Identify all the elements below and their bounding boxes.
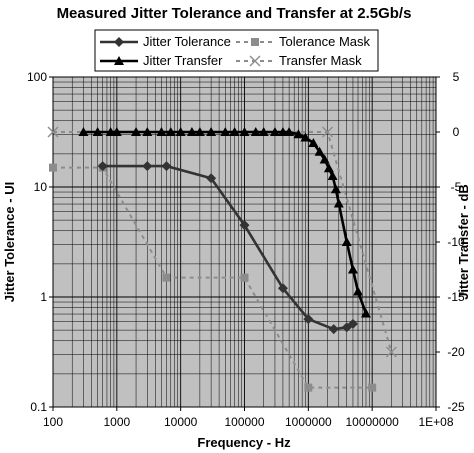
- data-point-jitter-tolerance: [206, 173, 217, 184]
- data-point-jitter-tolerance: [97, 161, 108, 172]
- data-point-jitter-transfer: [156, 127, 167, 136]
- data-point-tolerance-mask: [368, 383, 377, 392]
- legend: Jitter Tolerance Tolerance Mask Jitter Tra…: [94, 29, 379, 72]
- y-tick-label: 100: [27, 70, 47, 84]
- y2-tick-label: 5: [453, 70, 460, 84]
- legend-box: [94, 29, 379, 72]
- data-point-jitter-transfer: [92, 127, 103, 136]
- data-point-jitter-transfer: [308, 138, 319, 147]
- x-tick-label: 100000: [224, 415, 264, 429]
- x-tick-label: 10000000: [345, 415, 399, 429]
- data-point-jitter-transfer: [353, 286, 364, 296]
- y-axis-ticks: 100 10 1 0.1: [27, 70, 53, 414]
- data-point-tolerance-mask: [304, 383, 313, 392]
- y2-tick-label: -10: [447, 235, 465, 249]
- legend-entry-transfer-mask: Transfer Mask: [236, 53, 362, 68]
- data-point-jitter-transfer: [175, 127, 186, 136]
- data-point-jitter-transfer: [269, 127, 280, 136]
- data-point-jitter-transfer: [319, 154, 330, 164]
- legend-label-tolerance-mask: Tolerance Mask: [279, 34, 371, 49]
- data-point-jitter-transfer: [284, 127, 295, 136]
- chart-title: Measured Jitter Tolerance and Transfer a…: [57, 5, 412, 22]
- y2-axis-label: Jitter Transfer - dB: [456, 184, 471, 300]
- data-point-tolerance-mask: [162, 273, 171, 282]
- data-point-jitter-transfer: [327, 171, 338, 180]
- data-point-jitter-transfer: [186, 127, 197, 136]
- data-point-jitter-transfer: [314, 146, 325, 156]
- data-point-jitter-transfer: [142, 127, 153, 136]
- data-point-jitter-transfer: [347, 264, 358, 274]
- data-point-jitter-transfer: [330, 184, 341, 194]
- data-point-jitter-transfer: [239, 127, 250, 136]
- legend-label-transfer-mask: Transfer Mask: [279, 53, 362, 68]
- data-point-jitter-transfer: [300, 132, 311, 142]
- data-point-jitter-transfer: [250, 127, 261, 136]
- y2-tick-label: 0: [453, 125, 460, 139]
- x-tick-label: 100: [43, 415, 63, 429]
- series-line-tolerance-mask: [53, 166, 373, 389]
- legend-entry-jitter-transfer: Jitter Transfer: [100, 53, 223, 68]
- y-axis-label: Jitter Tolerance - UI: [2, 182, 17, 302]
- data-point-jitter-transfer: [78, 127, 89, 136]
- data-point-jitter-transfer: [194, 127, 205, 136]
- series-layer: [47, 126, 397, 392]
- y2-axis-ticks: 5 0 -5 -10 -15 -20 -25: [436, 70, 465, 414]
- y2-tick-label: -25: [447, 400, 465, 414]
- data-point-jitter-transfer: [323, 163, 334, 173]
- legend-marker-jitter-transfer: [114, 56, 124, 65]
- legend-marker-tolerance-mask: [251, 38, 259, 46]
- y-tick-label: 1: [40, 290, 47, 304]
- data-point-transfer-mask: [385, 346, 397, 358]
- data-point-jitter-tolerance: [303, 314, 314, 325]
- data-point-jitter-transfer: [206, 127, 217, 136]
- data-point-jitter-transfer: [293, 129, 304, 139]
- x-axis-ticks: 100 1000 10000 100000 1000000 10000000 1E+08: [43, 407, 454, 429]
- data-point-jitter-transfer: [360, 308, 371, 318]
- data-point-transfer-mask: [47, 126, 59, 138]
- data-point-jitter-transfer: [229, 127, 240, 136]
- data-point-jitter-transfer: [341, 237, 352, 246]
- y2-tick-label: -20: [447, 345, 465, 359]
- y2-tick-label: -5: [451, 180, 462, 194]
- y-tick-label: 10: [34, 180, 48, 194]
- data-point-jitter-transfer: [258, 127, 269, 136]
- legend-entry-jitter-tolerance: Jitter Tolerance: [100, 34, 231, 49]
- data-point-jitter-transfer: [220, 127, 231, 136]
- legend-entry-tolerance-mask: Tolerance Mask: [236, 34, 371, 49]
- data-point-tolerance-mask: [240, 273, 249, 282]
- x-tick-label: 1000000: [285, 415, 332, 429]
- data-point-jitter-transfer: [165, 127, 176, 136]
- x-axis-label: Frequency - Hz: [197, 435, 291, 450]
- legend-marker-transfer-mask: [249, 55, 261, 67]
- data-point-jitter-tolerance: [277, 283, 288, 294]
- x-tick-label: 1000: [103, 415, 130, 429]
- data-point-jitter-transfer: [333, 198, 344, 208]
- data-point-jitter-tolerance: [328, 324, 339, 335]
- data-point-jitter-transfer: [131, 127, 142, 136]
- data-point-jitter-tolerance: [347, 318, 358, 329]
- legend-marker-jitter-tolerance: [114, 37, 124, 47]
- data-point-transfer-mask: [322, 126, 334, 138]
- y-tick-label: 0.1: [30, 400, 47, 414]
- series-jitter-transfer: [78, 127, 371, 318]
- data-point-jitter-transfer: [111, 127, 122, 136]
- x-tick-label: 10000: [164, 415, 198, 429]
- legend-label-jitter-tolerance: Jitter Tolerance: [143, 34, 231, 49]
- data-point-tolerance-mask: [49, 163, 57, 172]
- series-jitter-tolerance: [97, 161, 358, 335]
- data-point-jitter-tolerance: [142, 161, 153, 172]
- x-tick-label: 1E+08: [418, 415, 453, 429]
- y2-tick-label: -15: [447, 290, 465, 304]
- series-line-jitter-tolerance: [102, 164, 354, 331]
- data-point-jitter-tolerance: [161, 161, 172, 172]
- data-point-jitter-tolerance: [239, 220, 250, 231]
- legend-label-jitter-transfer: Jitter Transfer: [143, 53, 223, 68]
